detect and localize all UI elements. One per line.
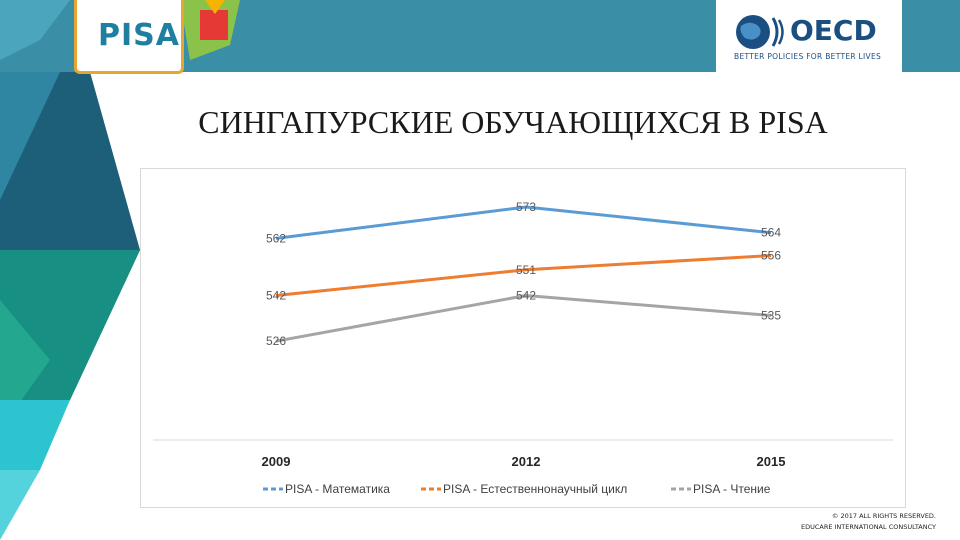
data-label: 564 (761, 226, 781, 240)
pisa-logo (74, 0, 184, 74)
series-line-3 (275, 294, 772, 343)
legend-label: PISA - Математика (285, 482, 390, 496)
line-chart: 562 573 564 542 551 556 526 542 535 2009 2012 2015… (153, 200, 893, 496)
series-line-1 (275, 205, 772, 240)
legend-label: PISA - Естественнонаучный цикл (443, 482, 627, 496)
x-tick-label: 2012 (512, 454, 541, 469)
slide-title: СИНГАПУРСКИЕ ОБУЧАЮЩИХСЯ В PISA (198, 104, 828, 140)
x-tick-label: 2009 (262, 454, 291, 469)
data-label: 542 (266, 289, 286, 303)
data-label: 526 (266, 334, 286, 348)
data-label: 562 (266, 231, 286, 245)
data-label: 556 (761, 249, 781, 263)
pisa-logo-text: PISA (98, 18, 180, 53)
series-line-2 (275, 254, 772, 297)
copyright-footer: © 2017 ALL RIGHTS RESERVED. EDUCARE INTE… (801, 511, 936, 533)
company-line: EDUCARE INTERNATIONAL CONSULTANCY (800, 523, 936, 531)
data-label: 551 (516, 263, 536, 277)
chart-area: 562 573 564 542 551 556 526 542 535 2009 2012 2015… (140, 168, 906, 508)
x-tick-label: 2015 (757, 454, 786, 469)
legend-label: PISA - Чтение (693, 482, 771, 496)
data-label: 573 (516, 200, 536, 214)
globe-icon (736, 15, 784, 49)
copyright-line: © 2017 ALL RIGHTS RESERVED. (831, 512, 936, 520)
data-label: 542 (516, 289, 536, 303)
oecd-tagline: BETTER POLICIES FOR BETTER LIVES (734, 52, 882, 61)
data-label: 535 (761, 309, 781, 323)
oecd-logo-text: OECD (790, 14, 877, 47)
